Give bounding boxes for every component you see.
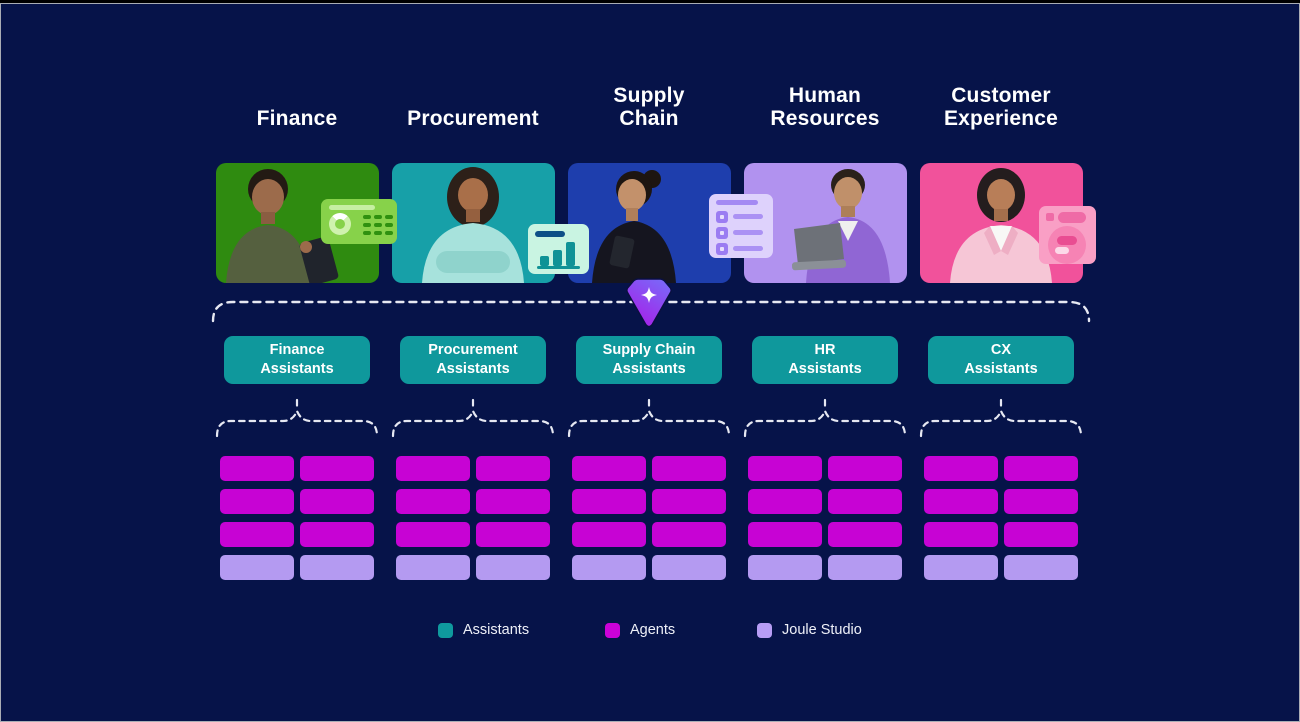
joule-studio-pill <box>396 555 470 580</box>
customer-service-icon <box>1039 206 1096 264</box>
agent-pill <box>396 489 470 514</box>
joule-studio-pill <box>1004 555 1078 580</box>
supply-chain-person-photo <box>591 170 676 283</box>
procurement-assistants-button: Procurement Assistants <box>400 336 546 384</box>
agent-pill <box>652 456 726 481</box>
pill-grids-row <box>209 456 1089 580</box>
column-headers-row: Finance Procurement Supply Chain Human R… <box>209 63 1089 131</box>
agent-pill <box>476 522 550 547</box>
agent-pill <box>748 522 822 547</box>
supply-chain-persona-card <box>567 163 731 283</box>
persona-cards-row <box>209 163 1096 283</box>
joule-studio-pill <box>748 555 822 580</box>
dashed-brace <box>391 398 555 438</box>
joule-studio-swatch-icon <box>757 622 772 638</box>
agent-pill <box>220 522 294 547</box>
joule-studio-pill <box>300 555 374 580</box>
agent-pill <box>748 489 822 514</box>
button-label-line: Assistants <box>964 361 1038 377</box>
procurement-person-photo <box>421 167 524 283</box>
agent-pill <box>828 522 902 547</box>
button-label-line: Procurement <box>428 342 518 359</box>
agent-pill <box>924 456 998 481</box>
agent-pill <box>1004 522 1078 547</box>
joule-studio-pill <box>828 555 902 580</box>
legend-item-agents: Agents <box>605 622 675 638</box>
assistants-button-row: Finance Assistants Procurement Assistant… <box>209 336 1089 384</box>
supply-chain-pill-grid <box>572 456 726 580</box>
procurement-pill-grid <box>396 456 550 580</box>
button-label-line: Assistants <box>260 361 334 377</box>
column-header-customer-experience: Customer Experience <box>943 83 1059 131</box>
finance-pill-grid <box>220 456 374 580</box>
joule-studio-pill <box>220 555 294 580</box>
agent-pill <box>652 522 726 547</box>
dashed-brace <box>743 398 907 438</box>
column-header-supply-chain: Supply Chain <box>613 83 685 131</box>
agent-pill <box>300 522 374 547</box>
hr-assistants-button: HR Assistants <box>752 336 898 384</box>
cx-assistants-button: CX Assistants <box>928 336 1074 384</box>
button-label-line: CX <box>990 342 1012 359</box>
agent-pill <box>748 456 822 481</box>
column-header-finance: Finance <box>256 107 338 131</box>
joule-studio-pill <box>476 555 550 580</box>
legend-label: Assistants <box>463 622 530 638</box>
joule-studio-pill <box>652 555 726 580</box>
agent-pill <box>572 456 646 481</box>
button-label-line: Supply Chain <box>602 342 696 359</box>
legend-item-assistants: Assistants <box>438 622 529 638</box>
agents-swatch-icon <box>605 622 620 638</box>
agent-pill <box>828 489 902 514</box>
button-label-line: Assistants <box>612 361 686 377</box>
checklist-icon <box>709 194 773 258</box>
assistants-swatch-icon <box>438 622 453 638</box>
finance-dashboard-icon <box>321 199 397 244</box>
agent-pill <box>572 522 646 547</box>
infographic-canvas: Finance Procurement Supply Chain Human R… <box>0 3 1300 722</box>
sparkle-icon <box>641 287 657 303</box>
button-label-line: Finance <box>269 342 325 359</box>
supply-chain-assistants-button: Supply Chain Assistants <box>576 336 722 384</box>
cx-pill-grid <box>924 456 1078 580</box>
agent-pill <box>300 489 374 514</box>
finance-person-photo <box>225 169 338 283</box>
agent-pill <box>652 489 726 514</box>
dashed-brace <box>567 398 731 438</box>
agent-pill <box>396 456 470 481</box>
human-resources-persona-card <box>743 163 907 283</box>
agent-pill <box>572 489 646 514</box>
agent-pill <box>828 456 902 481</box>
agent-pill <box>220 489 294 514</box>
legend-item-joule-studio: Joule Studio <box>757 622 862 638</box>
legend-label: Joule Studio <box>782 622 862 638</box>
agent-pill <box>396 522 470 547</box>
finance-assistants-button: Finance Assistants <box>224 336 370 384</box>
procurement-persona-card <box>391 163 555 283</box>
agent-pill <box>924 522 998 547</box>
joule-gem-icon <box>626 278 672 328</box>
customer-experience-person-photo <box>949 168 1052 283</box>
agent-pill <box>220 456 294 481</box>
joule-studio-pill <box>572 555 646 580</box>
button-label-line: HR <box>814 342 836 359</box>
human-resources-person-photo <box>791 169 890 283</box>
column-header-procurement: Procurement <box>407 107 539 131</box>
bar-chart-icon <box>528 224 589 274</box>
column-header-human-resources: Human Resources <box>770 83 880 131</box>
agent-pill <box>300 456 374 481</box>
dashed-brace <box>215 398 379 438</box>
hr-pill-grid <box>748 456 902 580</box>
joule-studio-pill <box>924 555 998 580</box>
agent-pill <box>1004 489 1078 514</box>
agent-pill <box>476 456 550 481</box>
legend-label: Agents <box>630 622 676 638</box>
agent-pill <box>476 489 550 514</box>
agent-pill <box>1004 456 1078 481</box>
button-label-line: Assistants <box>436 361 510 377</box>
button-label-line: Assistants <box>788 361 862 377</box>
agent-pill <box>924 489 998 514</box>
dashed-brace <box>919 398 1083 438</box>
dashed-braces-row <box>209 398 1089 442</box>
